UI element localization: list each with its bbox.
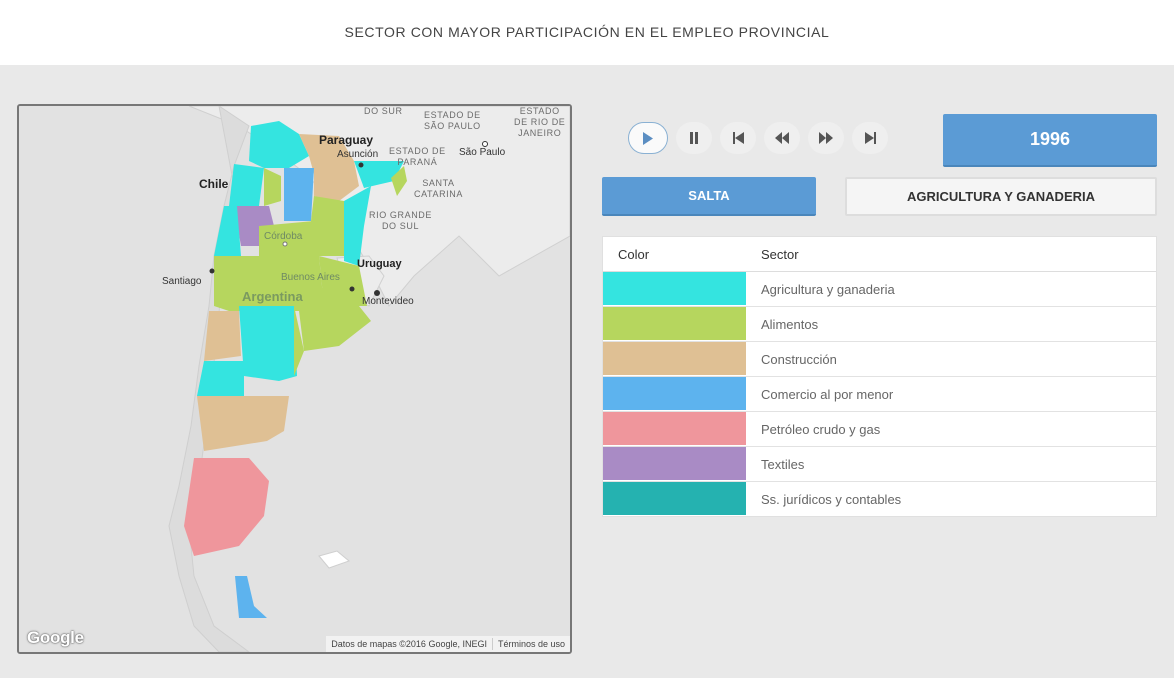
map-label-santiago: Santiago — [162, 276, 202, 287]
map-label-asuncion: Asunción — [337, 149, 379, 160]
legend-swatch — [603, 377, 746, 410]
last-button[interactable] — [852, 122, 888, 154]
fast-forward-icon — [819, 132, 833, 144]
pause-icon — [690, 132, 698, 144]
attribution-text: Datos de mapas ©2016 Google, INEGI — [331, 639, 487, 649]
google-logo[interactable]: Google — [27, 628, 84, 647]
legend-row: Alimentos — [603, 307, 1156, 342]
year-display[interactable]: 1996 — [943, 114, 1157, 167]
next-button[interactable] — [808, 122, 844, 154]
legend-table: Color Sector Agricultura y ganaderia Ali… — [602, 236, 1157, 517]
rewind-icon — [775, 132, 789, 144]
map-label-chile: Chile — [199, 177, 229, 191]
legend-header-color: Color — [618, 246, 650, 262]
map-canvas[interactable] — [19, 106, 570, 652]
map-label-estado-sp: ESTADO DE SÃO PAULO — [424, 110, 481, 131]
legend-swatch — [603, 482, 746, 515]
map[interactable]: DO SUR ESTADO DE SÃO PAULO ESTADO DE RIO… — [17, 104, 572, 654]
legend-row: Petróleo crudo y gas — [603, 412, 1156, 447]
header: SECTOR CON MAYOR PARTICIPACIÓN EN EL EMP… — [0, 0, 1174, 65]
legend-rows: Agricultura y ganaderia Alimentos Constr… — [603, 272, 1156, 516]
legend-label: Ss. jurídicos y contables — [761, 491, 902, 507]
legend-header: Color Sector — [603, 237, 1156, 272]
map-label-estado-rj: ESTADO DE RIO DE JANEIRO — [514, 106, 566, 138]
legend-row: Construcción — [603, 342, 1156, 377]
map-attribution: Datos de mapas ©2016 Google, INEGI Térmi… — [326, 636, 570, 652]
skip-forward-icon — [864, 132, 876, 144]
map-label-uruguay: Uruguay — [357, 258, 402, 270]
first-button[interactable] — [720, 122, 756, 154]
map-label-cordoba: Córdoba — [264, 231, 303, 242]
legend-row: Comercio al por menor — [603, 377, 1156, 412]
page-title: SECTOR CON MAYOR PARTICIPACIÓN EN EL EMP… — [344, 23, 830, 40]
legend-swatch — [603, 272, 746, 305]
legend-label: Textiles — [761, 456, 805, 472]
map-label-santa-catarina: SANTA CATARINA — [414, 178, 463, 199]
playback-controls — [628, 122, 888, 154]
play-icon — [643, 131, 653, 145]
legend-label: Comercio al por menor — [761, 386, 894, 402]
legend-swatch — [603, 307, 746, 340]
legend-label: Agricultura y ganaderia — [761, 281, 895, 297]
legend-row: Ss. jurídicos y contables — [603, 482, 1156, 516]
map-label-montevideo: Montevideo — [362, 296, 414, 307]
play-button[interactable] — [628, 122, 668, 154]
map-label-argentina: Argentina — [242, 289, 303, 304]
legend-swatch — [603, 412, 746, 445]
legend-label: Petróleo crudo y gas — [761, 421, 881, 437]
legend-label: Alimentos — [761, 316, 819, 332]
pause-button[interactable] — [676, 122, 712, 154]
legend-swatch — [603, 342, 746, 375]
map-label-buenos-aires: Buenos Aires — [281, 272, 340, 283]
map-label-sao-paulo: São Paulo — [459, 147, 506, 158]
map-label-estado-pr: ESTADO DE PARANÁ — [389, 146, 446, 167]
legend-row: Textiles — [603, 447, 1156, 482]
prev-button[interactable] — [764, 122, 800, 154]
map-label-do-sur: DO SUR — [364, 106, 403, 116]
legend-row: Agricultura y ganaderia — [603, 272, 1156, 307]
skip-back-icon — [732, 132, 744, 144]
province-button[interactable]: SALTA — [602, 177, 816, 216]
legend-header-sector: Sector — [761, 246, 799, 262]
map-label-rio-grande: RIO GRANDE DO SUL — [369, 210, 433, 231]
legend-swatch — [603, 447, 746, 480]
legend-label: Construcción — [761, 351, 837, 367]
map-label-paraguay: Paraguay — [319, 133, 374, 147]
terms-link[interactable]: Términos de uso — [497, 639, 565, 649]
sector-button[interactable]: AGRICULTURA Y GANADERIA — [845, 177, 1157, 216]
